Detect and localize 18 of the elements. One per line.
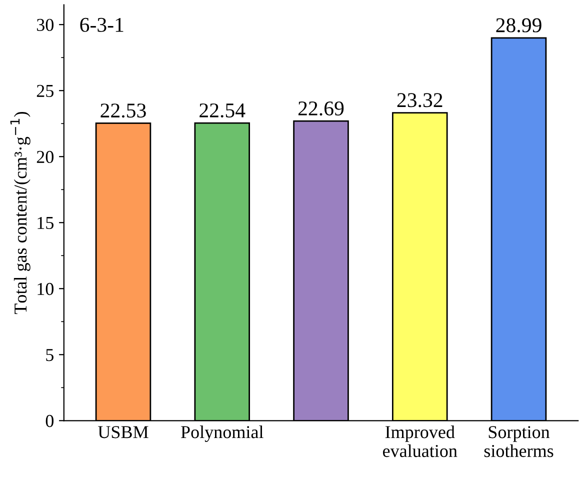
data-label: 22.53 — [100, 104, 146, 118]
y-axis-title: Total gas content/(cm³·g$^{−1}$) — [10, 112, 30, 314]
y-tick-label: 15 — [38, 216, 54, 230]
annotation: 6-3-1 — [80, 18, 124, 32]
data-label: 23.32 — [397, 93, 442, 108]
x-tick-label: Polynomial — [181, 426, 264, 442]
data-label: 22.54 — [200, 103, 246, 118]
x-tick-label: Improved evaluation — [382, 426, 458, 458]
y-tick-label: 10 — [38, 282, 54, 296]
y-tick-label: 0 — [46, 414, 54, 428]
data-label: 28.99 — [496, 18, 542, 32]
x-tick-label: USBM — [98, 426, 148, 438]
x-tick-label: Sorption siotherms — [484, 426, 554, 458]
y-tick-label: 5 — [46, 349, 54, 362]
y-tick-label: 25 — [36, 84, 54, 98]
y-tick-label: 20 — [36, 150, 54, 164]
data-label: 22.69 — [298, 101, 344, 116]
y-tick-label: 30 — [36, 18, 54, 32]
